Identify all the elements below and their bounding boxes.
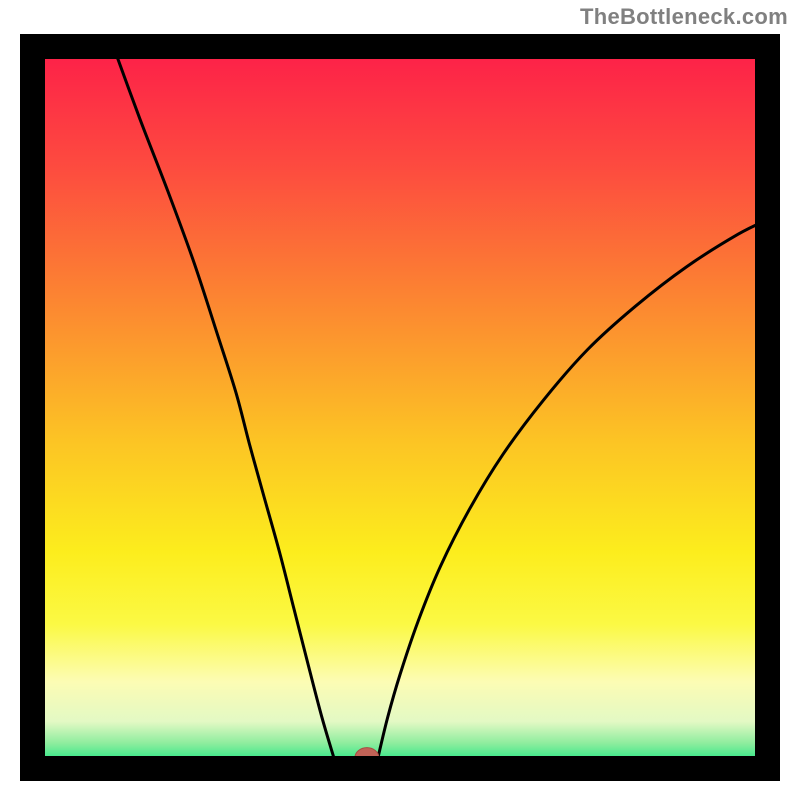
plot-background [33, 47, 768, 769]
bottleneck-chart [0, 0, 800, 800]
watermark-text: TheBottleneck.com [580, 4, 788, 30]
chart-stage: TheBottleneck.com [0, 0, 800, 800]
